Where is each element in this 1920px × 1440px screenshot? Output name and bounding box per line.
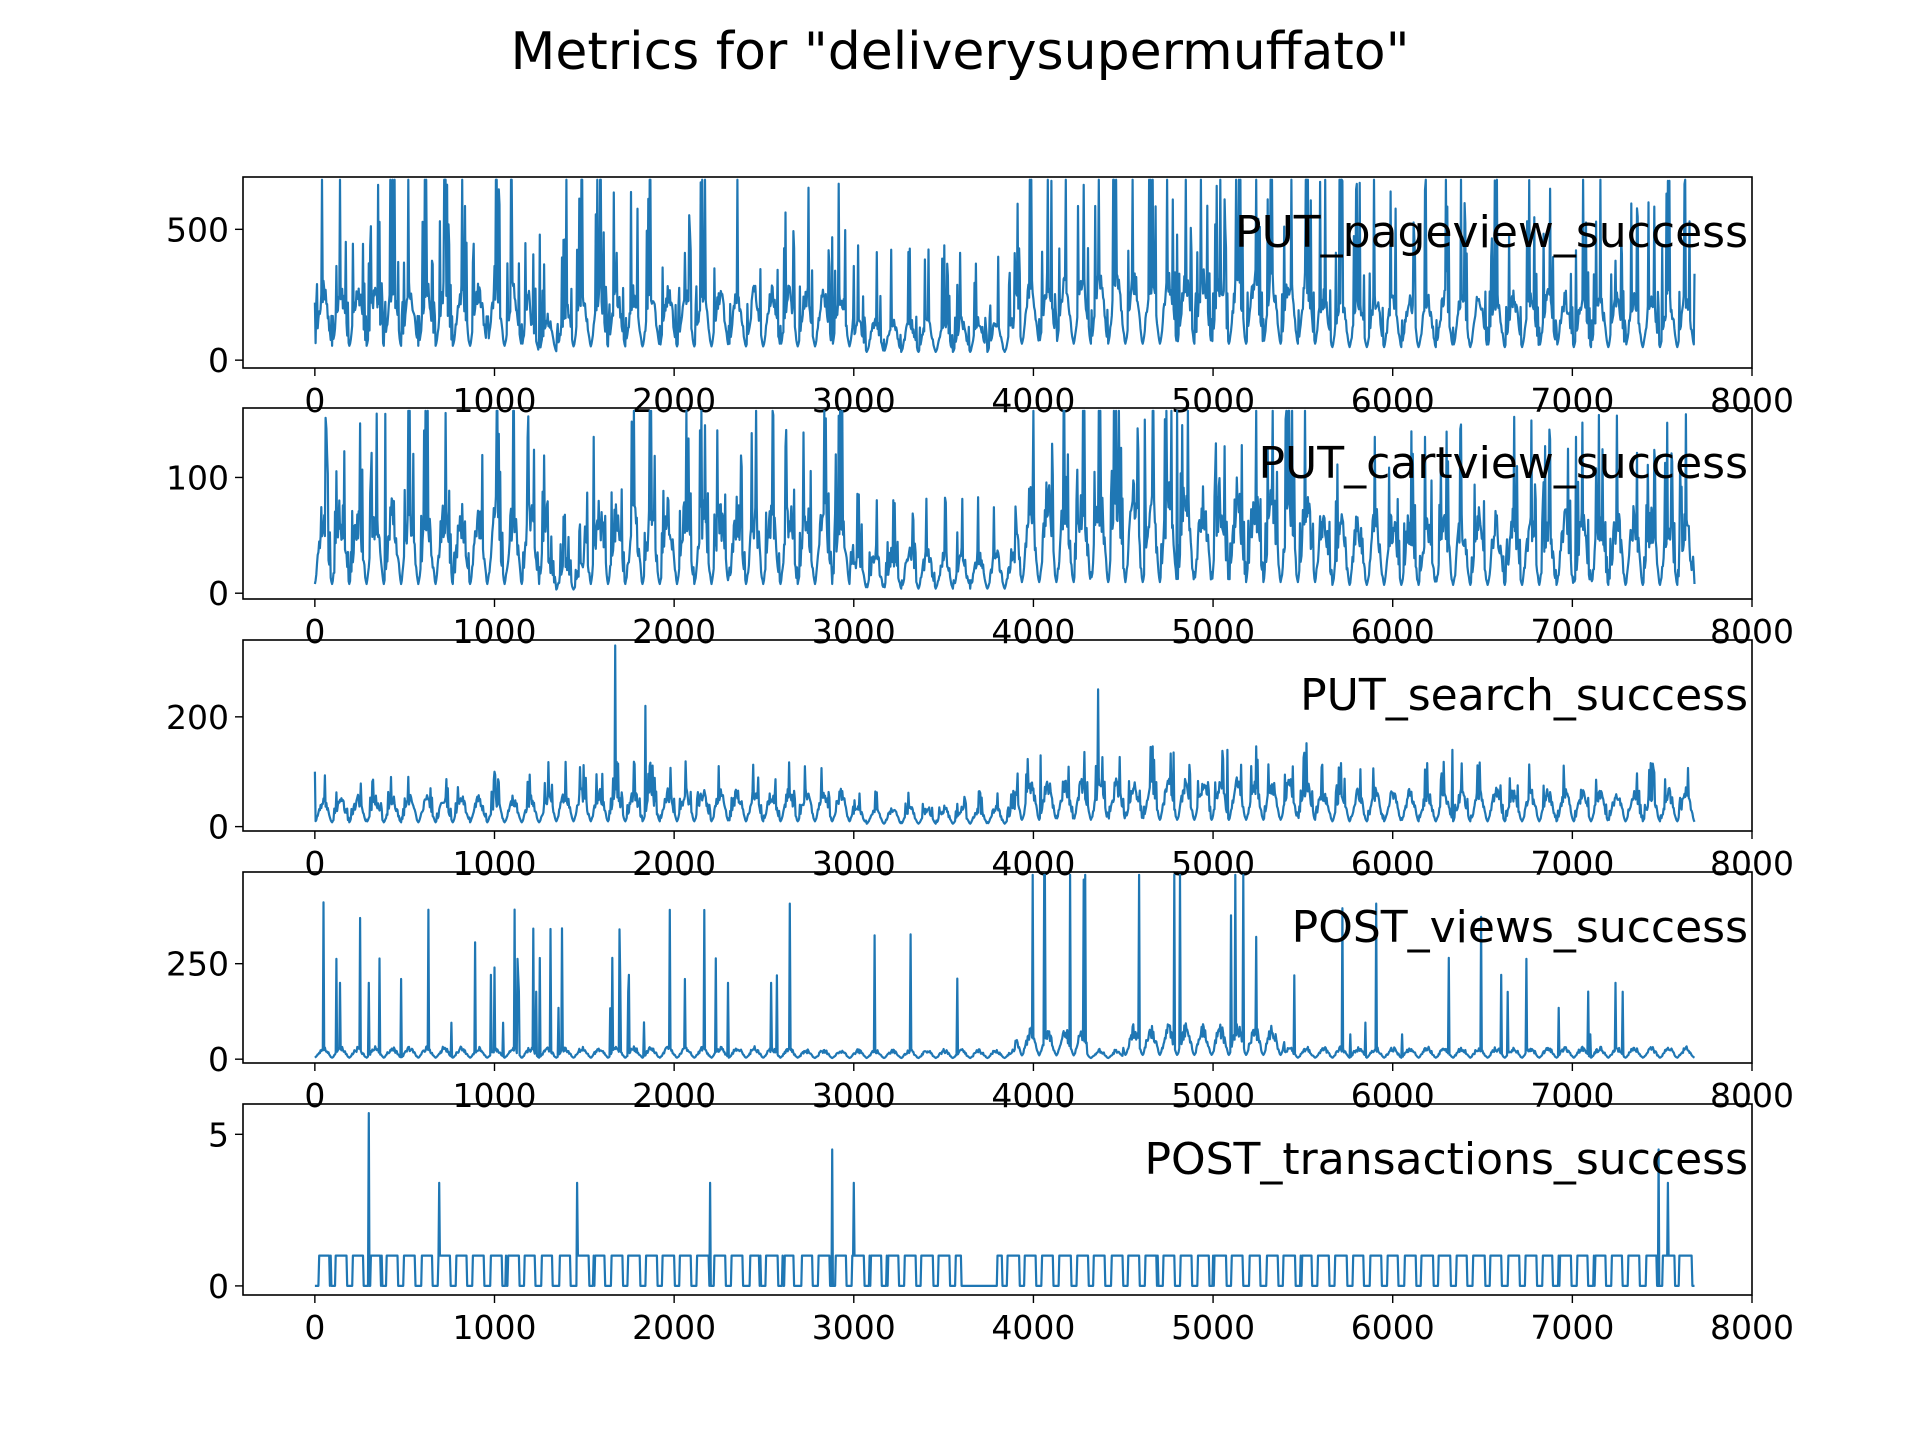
- series-label: POST_transactions_success: [1144, 1134, 1748, 1185]
- x-tick-label: 3000: [812, 844, 896, 883]
- x-tick-label: 6000: [1351, 381, 1435, 420]
- x-tick-label: 5000: [1171, 1308, 1255, 1347]
- x-tick-label: 2000: [632, 381, 716, 420]
- x-tick-label: 1000: [453, 844, 537, 883]
- x-tick-label: 7000: [1530, 1076, 1614, 1115]
- y-tick-label: 0: [208, 1040, 229, 1079]
- x-tick-label: 6000: [1351, 1076, 1435, 1115]
- series-line: [314, 1111, 1695, 1288]
- x-tick-label: 7000: [1530, 381, 1614, 420]
- x-tick-label: 2000: [632, 1308, 716, 1347]
- x-tick-label: 7000: [1530, 612, 1614, 651]
- series-line: [314, 873, 1696, 1060]
- subplot-4: 0 1000 2000 3000 4000 5000 6000 7000 80000250POS…: [166, 871, 1794, 1115]
- x-tick-label: 1000: [453, 1076, 537, 1115]
- x-tick-label: 3000: [812, 1076, 896, 1115]
- axes-frame: [242, 407, 1753, 600]
- x-tick-label: 1000: [453, 612, 537, 651]
- series-label: PUT_search_success: [1300, 670, 1748, 721]
- x-tick-label: 5000: [1171, 1076, 1255, 1115]
- axes-frame: [242, 1103, 1753, 1296]
- x-tick-label: 4000: [991, 612, 1075, 651]
- x-tick-label: 4000: [991, 1076, 1075, 1115]
- x-tick-label: 0: [304, 1076, 325, 1115]
- x-tick-label: 6000: [1351, 1308, 1435, 1347]
- series-line: [313, 178, 1696, 353]
- x-tick-label: 6000: [1351, 844, 1435, 883]
- x-tick-label: 4000: [991, 1308, 1075, 1347]
- axes-frame: [242, 639, 1753, 832]
- series-line: [313, 409, 1696, 591]
- axes-frame: [242, 176, 1753, 369]
- x-tick-label: 5000: [1171, 844, 1255, 883]
- x-tick-label: 7000: [1530, 844, 1614, 883]
- x-tick-label: 0: [304, 1308, 325, 1347]
- y-tick-label: 0: [208, 341, 229, 380]
- series-line: [313, 644, 1696, 825]
- x-tick-label: 7000: [1530, 1308, 1614, 1347]
- x-tick-label: 5000: [1171, 612, 1255, 651]
- series-label: PUT_pageview_success: [1235, 207, 1748, 258]
- x-tick-label: 5000: [1171, 381, 1255, 420]
- x-tick-label: 8000: [1710, 1308, 1794, 1347]
- subplot-5: 0 1000 2000 3000 4000 5000 6000 7000 8000 0 5 POST_…: [208, 1103, 1794, 1347]
- x-tick-label: 3000: [812, 1308, 896, 1347]
- figure-title: Metrics for "deliverysupermuffato": [510, 22, 1410, 82]
- x-tick-label: 1000: [453, 1308, 537, 1347]
- x-tick-label: 0: [304, 612, 325, 651]
- axes-frame: [242, 871, 1753, 1064]
- x-tick-label: 2000: [632, 844, 716, 883]
- series-label: POST_views_success: [1292, 902, 1748, 953]
- y-tick-label: 0: [208, 808, 229, 847]
- y-tick-label: 250: [166, 945, 229, 984]
- x-tick-label: 3000: [812, 612, 896, 651]
- series-label: PUT_cartview_success: [1258, 438, 1748, 489]
- y-tick-label: 0: [208, 1267, 229, 1306]
- y-tick-label: 200: [166, 698, 229, 737]
- x-tick-label: 2000: [632, 612, 716, 651]
- y-tick-label: 500: [166, 210, 229, 249]
- x-tick-label: 0: [304, 844, 325, 883]
- x-tick-label: 0: [304, 381, 325, 420]
- y-tick-label: 0: [208, 574, 229, 613]
- y-tick-label: 5: [208, 1115, 229, 1154]
- x-tick-label: 1000: [453, 381, 537, 420]
- x-tick-label: 6000: [1351, 612, 1435, 651]
- x-tick-label: 2000: [632, 1076, 716, 1115]
- y-tick-label: 100: [166, 458, 229, 497]
- x-tick-label: 3000: [812, 381, 896, 420]
